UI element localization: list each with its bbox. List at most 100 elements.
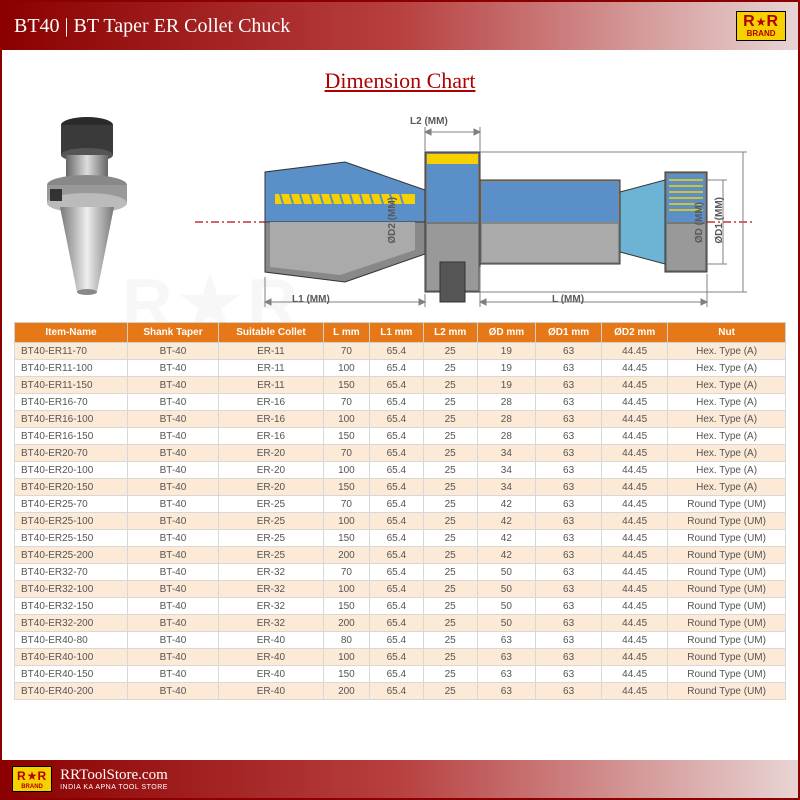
table-cell: 25 [423,462,477,479]
table-cell: BT40-ER32-200 [15,615,128,632]
table-header-cell: Suitable Collet [218,323,323,343]
table-cell: BT40-ER40-100 [15,649,128,666]
table-row: BT40-ER25-150BT-40ER-2515065.425426344.4… [15,530,786,547]
table-row: BT40-ER40-150BT-40ER-4015065.425636344.4… [15,666,786,683]
table-cell: ER-25 [218,530,323,547]
table-cell: BT-40 [127,530,218,547]
table-cell: 70 [323,445,369,462]
table-cell: BT-40 [127,377,218,394]
table-cell: 63 [536,462,602,479]
page-title: BT40 | BT Taper ER Collet Chuck [14,15,290,38]
table-cell: 63 [536,428,602,445]
dimension-table: Item-NameShank TaperSuitable ColletL mmL… [14,322,786,700]
table-cell: 100 [323,649,369,666]
table-cell: 19 [477,377,535,394]
table-cell: BT-40 [127,547,218,564]
table-cell: BT-40 [127,564,218,581]
table-cell: BT40-ER16-70 [15,394,128,411]
table-cell: ER-32 [218,615,323,632]
table-cell: BT40-ER32-70 [15,564,128,581]
table-cell: 63 [536,632,602,649]
table-cell: 25 [423,377,477,394]
table-cell: 63 [536,649,602,666]
table-cell: 65.4 [369,462,423,479]
table-cell: 42 [477,547,535,564]
table-cell: Round Type (UM) [668,530,786,547]
table-cell: Round Type (UM) [668,649,786,666]
table-cell: ER-32 [218,581,323,598]
table-cell: 150 [323,666,369,683]
table-cell: 63 [536,394,602,411]
table-cell: BT-40 [127,649,218,666]
header-bar: BT40 | BT Taper ER Collet Chuck R★R BRAN… [2,2,798,50]
table-header-cell: ØD2 mm [602,323,668,343]
table-cell: 50 [477,564,535,581]
dim-l1-label: L1 (MM) [292,294,330,305]
table-cell: 25 [423,394,477,411]
table-cell: BT40-ER16-150 [15,428,128,445]
table-cell: 63 [536,530,602,547]
table-cell: 200 [323,683,369,700]
table-cell: ER-20 [218,479,323,496]
dim-d1-label: ØD1 (MM) [714,197,725,244]
table-cell: BT-40 [127,343,218,360]
footer-bar: R★R BRAND RRToolStore.com INDIA KA APNA … [2,760,798,798]
table-cell: 25 [423,649,477,666]
footer-url: RRToolStore.com [60,767,168,784]
table-cell: 100 [323,513,369,530]
table-header-cell: L mm [323,323,369,343]
table-cell: 63 [536,598,602,615]
table-cell: ER-40 [218,632,323,649]
table-cell: BT40-ER25-200 [15,547,128,564]
table-row: BT40-ER32-150BT-40ER-3215065.425506344.4… [15,598,786,615]
logo-star-icon: ★ [756,15,767,29]
table-cell: BT-40 [127,496,218,513]
table-header-cell: Item-Name [15,323,128,343]
table-cell: 25 [423,411,477,428]
table-cell: 44.45 [602,564,668,581]
dim-d-label: ØD (MM) [694,202,705,243]
dim-l-label: L (MM) [552,294,584,305]
table-cell: BT40-ER11-150 [15,377,128,394]
table-cell: 65.4 [369,564,423,581]
table-cell: 65.4 [369,428,423,445]
table-cell: 44.45 [602,479,668,496]
table-cell: Hex. Type (A) [668,479,786,496]
table-cell: BT40-ER40-200 [15,683,128,700]
table-cell: 34 [477,445,535,462]
table-cell: BT-40 [127,394,218,411]
table-row: BT40-ER32-100BT-40ER-3210065.425506344.4… [15,581,786,598]
table-cell: Hex. Type (A) [668,411,786,428]
table-cell: 25 [423,564,477,581]
table-cell: 44.45 [602,360,668,377]
table-cell: 65.4 [369,581,423,598]
dim-l2-label: L2 (MM) [410,116,448,127]
table-cell: 63 [536,411,602,428]
brand-logo: R★R BRAND [736,11,786,41]
table-cell: Round Type (UM) [668,632,786,649]
table-cell: BT40-ER11-70 [15,343,128,360]
table-cell: 63 [536,445,602,462]
table-cell: 44.45 [602,683,668,700]
table-cell: BT-40 [127,513,218,530]
table-cell: ER-25 [218,547,323,564]
table-cell: 150 [323,428,369,445]
table-cell: BT-40 [127,445,218,462]
table-cell: BT40-ER32-100 [15,581,128,598]
table-row: BT40-ER40-80BT-40ER-408065.425636344.45R… [15,632,786,649]
table-cell: BT-40 [127,479,218,496]
table-cell: 25 [423,615,477,632]
table-cell: 63 [477,666,535,683]
table-cell: 28 [477,411,535,428]
table-cell: Round Type (UM) [668,598,786,615]
chart-title: Dimension Chart [2,68,798,94]
table-row: BT40-ER40-100BT-40ER-4010065.425636344.4… [15,649,786,666]
table-cell: ER-25 [218,496,323,513]
table-cell: ER-40 [218,666,323,683]
table-cell: BT40-ER20-100 [15,462,128,479]
table-cell: 65.4 [369,445,423,462]
table-cell: 150 [323,598,369,615]
table-cell: 150 [323,479,369,496]
table-cell: Hex. Type (A) [668,377,786,394]
table-cell: ER-32 [218,564,323,581]
